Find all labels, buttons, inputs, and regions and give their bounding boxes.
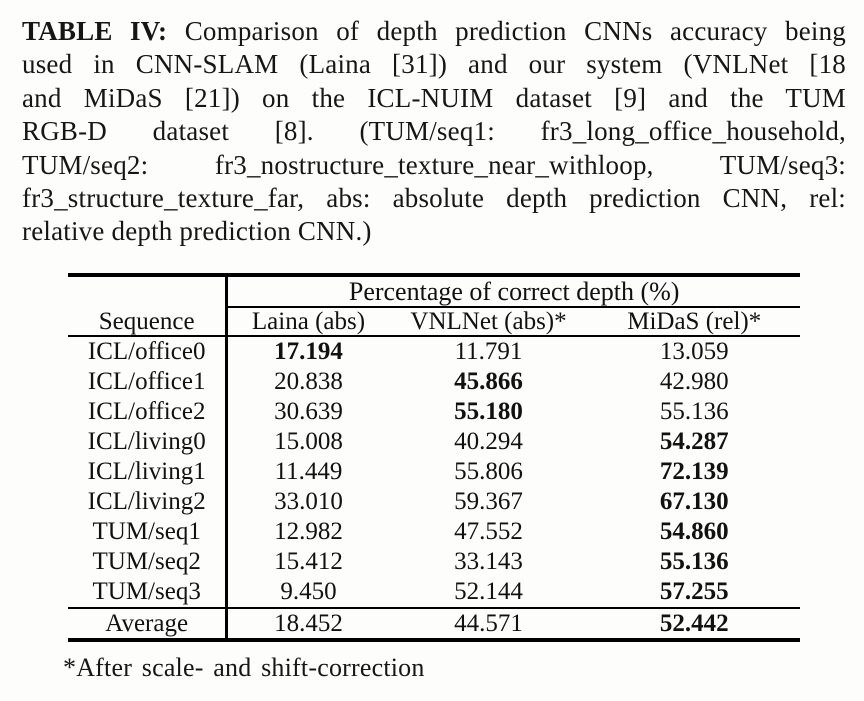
midas-cell: 57.255 xyxy=(659,578,729,605)
sequence-cell: TUM/seq3 xyxy=(92,578,201,605)
midas-cell: 54.287 xyxy=(659,428,729,455)
column-header-row: Sequence Laina (abs) VNLNet (abs)* MiDaS… xyxy=(68,307,800,337)
midas-cell: 13.059 xyxy=(659,338,729,365)
sequence-cell: ICL/living2 xyxy=(87,488,206,515)
empty-corner-cell xyxy=(68,277,227,307)
laina-cell: 17.194 xyxy=(225,336,389,367)
sequence-cell: TUM/seq2 xyxy=(92,548,201,575)
midas-cell: 52.442 xyxy=(588,607,800,638)
sequence-cell: ICL/office0 xyxy=(87,338,206,365)
span-header-row: Percentage of correct depth (%) xyxy=(68,277,800,308)
table-row: TUM/seq3 9.450 52.144 57.255 xyxy=(68,577,800,608)
caption-line-3: and MiDaS [21]) on the ICL-NUIM dataset … xyxy=(22,82,846,113)
table-row: TUM/seq1 12.982 47.552 54.860 xyxy=(68,517,800,547)
table-row: ICL/living1 11.449 55.806 72.139 xyxy=(68,457,800,487)
caption-line-1-text: Comparison of depth prediction CNNs accu… xyxy=(184,16,847,46)
vnlnet-cell: 44.571 xyxy=(388,607,589,638)
table-row: ICL/office0 17.194 11.791 13.059 xyxy=(68,336,800,367)
results-table-wrapper: Percentage of correct depth (%) Sequence… xyxy=(68,273,800,642)
laina-cell: 15.008 xyxy=(225,427,389,457)
sequence-cell: TUM/seq1 xyxy=(92,518,201,545)
vnlnet-cell: 45.866 xyxy=(454,368,523,395)
vnlnet-cell: 11.791 xyxy=(454,338,523,365)
vnlnet-cell: 55.806 xyxy=(454,458,523,485)
average-row: Average 18.452 44.571 52.442 xyxy=(68,607,800,638)
caption-line-6: fr3_structure_texture_far, abs: absolute… xyxy=(22,183,846,214)
table-footnote: *After scale- and shift-correction xyxy=(63,653,425,682)
sequence-cell: ICL/living0 xyxy=(87,428,206,455)
vnlnet-cell: 59.367 xyxy=(454,488,523,515)
col-header-vnlnet: VNLNet (abs)* xyxy=(388,307,589,337)
vnlnet-cell: 52.144 xyxy=(454,578,523,605)
laina-cell: 9.450 xyxy=(225,577,389,608)
vnlnet-cell: 55.180 xyxy=(454,398,523,425)
col-header-laina: Laina (abs) xyxy=(225,307,389,337)
sequence-cell: ICL/living1 xyxy=(87,458,206,485)
laina-cell: 18.452 xyxy=(225,607,389,638)
sequence-cell: Average xyxy=(68,607,227,638)
vnlnet-cell: 47.552 xyxy=(454,518,523,545)
caption-line-7: relative depth prediction CNN.) xyxy=(22,216,372,247)
vnlnet-cell: 33.143 xyxy=(454,548,523,575)
table-row: ICL/living0 15.008 40.294 54.287 xyxy=(68,427,800,457)
col-header-midas: MiDaS (rel)* xyxy=(588,307,800,337)
table-row: ICL/office1 20.838 45.866 42.980 xyxy=(68,367,800,397)
laina-cell: 12.982 xyxy=(225,517,389,547)
midas-cell: 55.136 xyxy=(659,548,729,575)
laina-cell: 11.449 xyxy=(225,457,389,487)
midas-cell: 55.136 xyxy=(659,398,729,425)
table-row: ICL/living2 33.010 59.367 67.130 xyxy=(68,487,800,517)
caption-line-2: used in CNN-SLAM (Laina [31]) and our sy… xyxy=(22,49,846,80)
midas-cell: 72.139 xyxy=(659,458,729,485)
caption-line-4: RGB-D dataset [8]. (TUM/seq1: fr3_long_o… xyxy=(22,116,846,147)
laina-cell: 15.412 xyxy=(225,547,389,577)
laina-cell: 20.838 xyxy=(225,367,389,397)
vnlnet-cell: 40.294 xyxy=(454,428,523,455)
midas-cell: 67.130 xyxy=(659,488,729,515)
table-number-label: TABLE IV: xyxy=(22,16,168,46)
results-table: Percentage of correct depth (%) Sequence… xyxy=(68,277,800,638)
table-row: ICL/office2 30.639 55.180 55.136 xyxy=(68,397,800,427)
span-header-cell: Percentage of correct depth (%) xyxy=(225,277,800,308)
laina-cell: 30.639 xyxy=(225,397,389,427)
sequence-cell: ICL/office1 xyxy=(87,368,206,395)
table-row: TUM/seq2 15.412 33.143 55.136 xyxy=(68,547,800,577)
midas-cell: 42.980 xyxy=(659,368,729,395)
caption-line-1: TABLE IV: Comparison of depth prediction… xyxy=(22,15,846,48)
sequence-cell: ICL/office2 xyxy=(87,398,206,425)
midas-cell: 54.860 xyxy=(659,518,729,545)
laina-cell: 33.010 xyxy=(225,487,389,517)
table-caption: TABLE IV: Comparison of depth prediction… xyxy=(22,15,846,249)
col-header-sequence: Sequence xyxy=(68,307,227,337)
caption-line-5: TUM/seq2: fr3_nostructure_texture_near_w… xyxy=(22,149,846,180)
